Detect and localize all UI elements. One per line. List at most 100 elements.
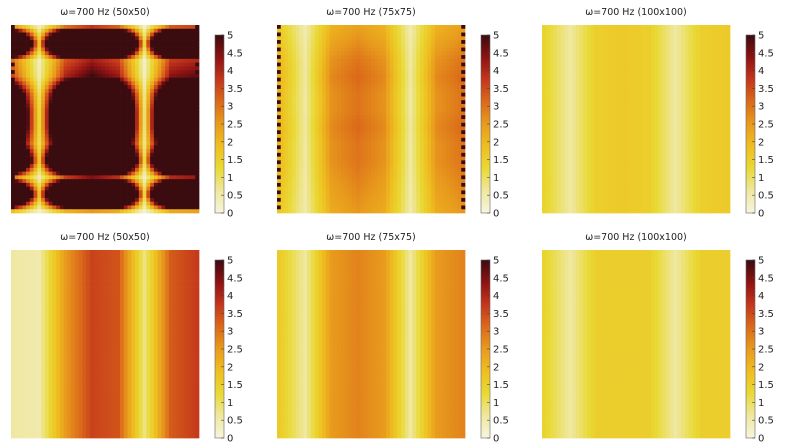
heatmap-cell [22, 175, 26, 179]
heatmap-cell [420, 66, 424, 70]
heatmap-cell [101, 179, 105, 183]
heatmap-cell [303, 119, 307, 123]
heatmap-cell [165, 111, 169, 115]
heatmap-cell [363, 93, 367, 97]
heatmap-cell [176, 66, 180, 70]
heatmap-cell [281, 63, 285, 67]
heatmap-cell [143, 145, 147, 149]
heatmap-cell [169, 33, 173, 37]
heatmap-cell [109, 33, 113, 37]
heatmap-cell [450, 59, 454, 63]
heatmap-cell [169, 134, 173, 138]
heatmap-cell [146, 142, 150, 146]
heatmap-cell [71, 127, 75, 131]
heatmap-cell [446, 194, 450, 198]
heatmap-cell [67, 33, 71, 37]
heatmap-cell [67, 89, 71, 93]
heatmap-cell [67, 55, 71, 59]
heatmap-cell [322, 130, 326, 134]
heatmap-cell [382, 51, 386, 55]
heatmap-cell [281, 85, 285, 89]
heatmap-cell [86, 119, 90, 123]
heatmap-cell [161, 89, 165, 93]
heatmap-cell [30, 48, 34, 52]
heatmap-cell [435, 51, 439, 55]
heatmap-cell [150, 89, 154, 93]
heatmap-cell [386, 130, 390, 134]
heatmap-cell [75, 160, 79, 164]
heatmap-cell [45, 100, 49, 104]
heatmap-cell [52, 123, 56, 127]
heatmap-cell [116, 160, 120, 164]
heatmap-cell [397, 63, 401, 67]
heatmap-cell [184, 149, 188, 153]
heatmap-cell [176, 44, 180, 48]
heatmap-cell [307, 157, 311, 161]
heatmap-cell [386, 74, 390, 78]
heatmap-cell [367, 187, 371, 191]
heatmap-cell [150, 183, 154, 187]
heatmap-cell [86, 85, 90, 89]
heatmap-cell [379, 202, 383, 206]
heatmap-cell [19, 202, 23, 206]
heatmap-cell [154, 111, 158, 115]
heatmap-cell [424, 187, 428, 191]
heatmap-cell [101, 104, 105, 108]
heatmap-cell [41, 198, 45, 202]
heatmap-cell [296, 142, 300, 146]
heatmap-cell [454, 138, 458, 142]
heatmap-cell [281, 157, 285, 161]
heatmap-cell [401, 96, 405, 100]
heatmap-cell [296, 138, 300, 142]
heatmap-cell [431, 138, 435, 142]
heatmap-cell [446, 63, 450, 67]
heatmap-cell [90, 108, 94, 112]
heatmap-cell [131, 55, 135, 59]
heatmap-cell [60, 74, 64, 78]
heatmap-cell [79, 164, 83, 168]
heatmap-cell [71, 70, 75, 74]
heatmap-cell [412, 164, 416, 168]
heatmap-cell [281, 138, 285, 142]
heatmap-cell [161, 149, 165, 153]
heatmap-cell [416, 168, 420, 172]
heatmap-cell [277, 111, 281, 115]
heatmap-cell [333, 160, 337, 164]
heatmap-cell [150, 40, 154, 44]
heatmap-cell [348, 142, 352, 146]
heatmap-cell [397, 48, 401, 52]
heatmap-cell [161, 108, 165, 112]
heatmap-cell [94, 63, 98, 67]
heatmap-cell [64, 130, 68, 134]
heatmap-cell [101, 194, 105, 198]
heatmap-cell [322, 59, 326, 63]
heatmap-cell [300, 100, 304, 104]
heatmap-cell [180, 142, 184, 146]
heatmap-cell [348, 33, 352, 37]
heatmap-cell [454, 59, 458, 63]
heatmap-cell [412, 74, 416, 78]
heatmap-cell [52, 205, 56, 209]
heatmap-cell [176, 29, 180, 33]
heatmap-cell [439, 78, 443, 82]
heatmap-cell [109, 70, 113, 74]
heatmap-cell [158, 190, 162, 194]
heatmap-cell [124, 40, 128, 44]
heatmap-cell [191, 70, 195, 74]
heatmap-cell [412, 104, 416, 108]
heatmap-cell [158, 48, 162, 52]
heatmap-cell [128, 172, 132, 176]
heatmap-cell [300, 44, 304, 48]
heatmap-cell [109, 44, 113, 48]
heatmap-cell [454, 33, 458, 37]
heatmap-cell [352, 183, 356, 187]
heatmap-cell [45, 183, 49, 187]
heatmap-cell [337, 172, 341, 176]
heatmap-cell [19, 63, 23, 67]
heatmap-cell [143, 202, 147, 206]
heatmap-cell [120, 81, 124, 85]
heatmap-cell [30, 149, 34, 153]
heatmap-cell [90, 40, 94, 44]
heatmap-cell [56, 198, 60, 202]
heatmap-cell [184, 119, 188, 123]
